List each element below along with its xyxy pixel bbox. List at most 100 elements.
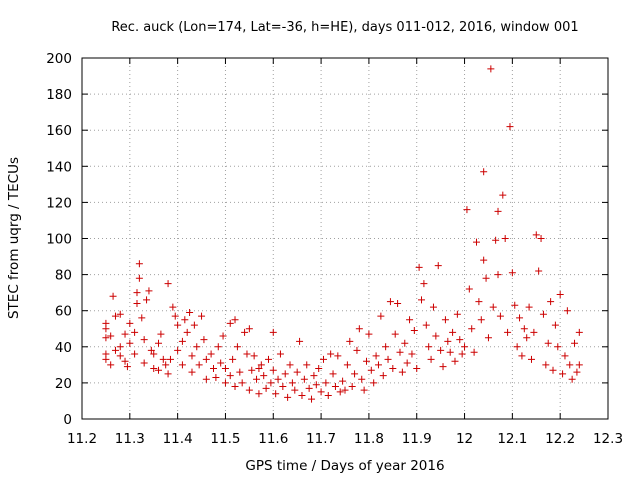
data-point-marker xyxy=(501,235,509,242)
data-point-marker xyxy=(398,368,406,376)
data-point-marker xyxy=(303,361,311,369)
data-point-marker xyxy=(157,330,165,338)
data-point-marker xyxy=(394,299,402,307)
data-point-marker xyxy=(566,361,574,369)
data-point-marker xyxy=(188,352,196,360)
data-point-marker xyxy=(193,343,201,351)
data-point-marker xyxy=(162,361,170,369)
data-point-marker xyxy=(200,336,208,344)
data-point-marker xyxy=(523,334,531,342)
data-point-marker xyxy=(343,361,351,369)
data-point-marker xyxy=(145,287,153,295)
data-point-marker xyxy=(492,236,500,244)
data-point-marker xyxy=(415,263,423,271)
data-point-marker xyxy=(135,260,143,268)
data-point-marker xyxy=(207,350,215,358)
data-point-marker xyxy=(444,337,452,345)
data-point-marker xyxy=(269,328,277,336)
x-tick-label: 11.3 xyxy=(115,431,145,447)
data-point-marker xyxy=(107,361,115,369)
data-point-marker xyxy=(116,343,124,351)
x-tick-label: 11.5 xyxy=(210,431,240,447)
data-point-marker xyxy=(198,312,206,320)
data-point-marker xyxy=(190,321,198,329)
data-point-marker xyxy=(463,206,471,214)
data-point-marker xyxy=(494,271,502,279)
data-point-marker xyxy=(559,370,567,378)
data-point-marker xyxy=(504,328,512,336)
data-point-marker xyxy=(305,384,313,392)
data-point-marker xyxy=(561,352,569,360)
y-tick-label: 120 xyxy=(46,195,72,211)
data-point-marker xyxy=(262,384,270,392)
data-point-marker xyxy=(159,355,167,363)
data-point-marker xyxy=(155,366,163,374)
y-tick-label: 140 xyxy=(46,159,72,175)
data-point-marker xyxy=(135,274,143,282)
data-point-marker xyxy=(511,301,519,309)
data-point-marker xyxy=(308,395,316,403)
data-point-marker xyxy=(219,332,227,340)
data-point-marker xyxy=(365,330,373,338)
data-point-marker xyxy=(499,191,507,199)
data-point-marker xyxy=(449,328,457,336)
data-point-marker xyxy=(178,337,186,345)
data-point-marker xyxy=(410,327,418,335)
data-point-marker xyxy=(554,343,562,351)
data-point-marker xyxy=(274,375,282,383)
data-point-marker xyxy=(111,312,119,320)
data-point-marker xyxy=(164,280,172,288)
data-point-marker xyxy=(530,328,538,336)
data-point-marker xyxy=(257,361,265,369)
data-point-marker xyxy=(427,355,435,363)
data-point-marker xyxy=(255,364,263,372)
data-point-marker xyxy=(374,361,382,369)
data-point-marker xyxy=(155,339,163,347)
data-point-marker xyxy=(264,355,272,363)
data-point-marker xyxy=(513,343,521,351)
data-point-marker xyxy=(138,314,146,322)
data-point-marker xyxy=(408,350,416,358)
data-point-marker xyxy=(377,312,385,320)
data-point-marker xyxy=(329,370,337,378)
data-point-marker xyxy=(575,361,583,369)
data-point-marker xyxy=(202,355,210,363)
data-point-marker xyxy=(116,310,124,318)
y-axis-label: STEC from uqrg / TECUs xyxy=(6,157,22,319)
data-point-marker xyxy=(315,364,323,372)
data-point-marker xyxy=(267,379,275,387)
x-tick-label: 12.1 xyxy=(497,431,527,447)
data-point-marker xyxy=(480,256,488,264)
data-point-marker xyxy=(465,285,473,293)
data-point-marker xyxy=(212,373,220,381)
data-point-marker xyxy=(439,363,447,371)
data-point-marker xyxy=(221,379,229,387)
data-point-marker xyxy=(537,235,545,242)
data-point-marker xyxy=(140,336,148,344)
data-point-marker xyxy=(276,350,284,358)
data-point-marker xyxy=(102,350,110,358)
data-point-marker xyxy=(221,364,229,372)
data-point-marker xyxy=(437,346,445,354)
data-point-marker xyxy=(458,350,466,358)
data-point-marker xyxy=(214,343,222,351)
x-tick-label: 11.6 xyxy=(258,431,288,447)
y-tick-label: 40 xyxy=(55,340,72,356)
data-point-marker xyxy=(351,370,359,378)
data-point-marker xyxy=(539,310,547,318)
data-point-marker xyxy=(453,310,461,318)
y-tick-label: 60 xyxy=(55,304,72,320)
data-point-marker xyxy=(288,379,296,387)
data-point-marker xyxy=(470,348,478,356)
data-point-marker xyxy=(186,309,194,317)
data-point-marker xyxy=(429,303,437,311)
data-point-marker xyxy=(403,359,411,367)
data-point-marker xyxy=(121,357,129,365)
data-point-marker xyxy=(291,386,299,394)
data-point-marker xyxy=(322,379,330,387)
data-point-marker xyxy=(188,368,196,376)
x-tick-label: 11.7 xyxy=(306,431,336,447)
data-point-marker xyxy=(169,303,177,311)
x-tick-label: 12.3 xyxy=(593,431,623,447)
